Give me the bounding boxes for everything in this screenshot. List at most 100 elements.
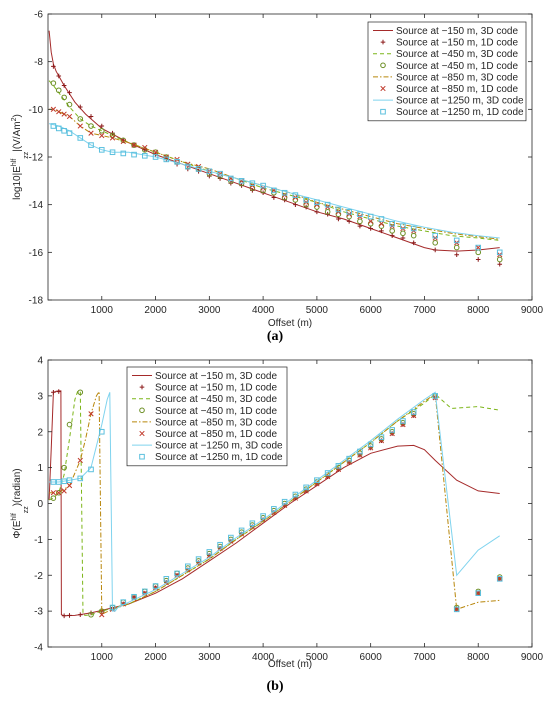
- legend-entry: Source at −1250 m, 1D code: [155, 452, 283, 463]
- data-point: [88, 611, 94, 618]
- data-point: [142, 153, 148, 159]
- y-tick-label: 4: [37, 356, 43, 367]
- data-point: [400, 418, 406, 424]
- data-point: [50, 123, 57, 129]
- data-point: [88, 130, 94, 136]
- data-point: [367, 441, 374, 448]
- y-axis-label-part: hlf: [11, 159, 18, 166]
- panel-label: (a): [267, 329, 284, 344]
- y-tick-label: -12: [29, 153, 44, 164]
- x-tick-label: 4000: [252, 305, 275, 316]
- data-point: [400, 230, 406, 237]
- data-point: [98, 428, 105, 435]
- data-point: [432, 393, 438, 399]
- data-point: [380, 39, 386, 45]
- data-point: [324, 201, 331, 208]
- data-point: [66, 477, 73, 483]
- data-point: [260, 513, 266, 519]
- data-point: [357, 211, 363, 217]
- data-point: [77, 612, 83, 618]
- data-point: [303, 197, 309, 203]
- data-point: [56, 73, 62, 79]
- data-point: [77, 475, 84, 482]
- data-point: [61, 613, 67, 619]
- data-point: [56, 490, 62, 496]
- x-tick-label: 6000: [360, 305, 383, 316]
- data-point: [174, 158, 180, 165]
- data-point: [432, 247, 438, 253]
- legend-entry: Source at −850 m, 3D code: [155, 417, 277, 428]
- y-axis-label-part: hlf: [11, 513, 18, 520]
- data-point: [56, 109, 62, 115]
- legend-entry: Source at −150 m, 3D code: [155, 371, 277, 382]
- data-point: [357, 223, 363, 229]
- data-point: [378, 221, 385, 227]
- data-point: [50, 479, 57, 485]
- data-point: [50, 490, 57, 496]
- data-point: [314, 209, 320, 215]
- legend-box: [367, 21, 527, 122]
- data-point: [195, 166, 202, 172]
- data-point: [77, 457, 83, 464]
- y-axis-label-part: )(radian): [12, 468, 23, 506]
- data-point: [142, 144, 148, 151]
- legend-entry: Source at −1250 m, 1D code: [396, 107, 524, 118]
- data-point: [314, 477, 320, 483]
- data-point: [497, 261, 503, 267]
- data-point: [496, 576, 503, 582]
- data-point: [475, 257, 481, 262]
- legend-box: [126, 366, 288, 467]
- data-point: [410, 409, 417, 415]
- data-point: [346, 219, 352, 224]
- data-point: [453, 244, 460, 251]
- data-point: [152, 583, 159, 589]
- data-point: [152, 149, 159, 155]
- data-point: [139, 453, 145, 460]
- legend-entry: Source at −450 m, 1D code: [396, 61, 518, 72]
- data-point: [61, 478, 67, 485]
- data-point: [368, 218, 374, 225]
- data-point: [55, 87, 62, 94]
- data-point: [400, 235, 406, 241]
- x-tick-label: 9000: [521, 652, 544, 663]
- data-point: [335, 206, 342, 213]
- data-point: [120, 150, 127, 157]
- y-axis-label: Φ(Ehlfzz)(radian): [11, 468, 30, 538]
- data-point: [380, 62, 386, 69]
- x-tick-label: 5000: [306, 305, 329, 316]
- data-point: [368, 226, 373, 231]
- x-tick-label: 7000: [413, 305, 436, 316]
- data-point: [496, 249, 503, 256]
- series-group: [48, 30, 503, 267]
- data-point: [77, 389, 84, 396]
- legend-entry: Source at −450 m, 3D code: [155, 394, 277, 405]
- data-point: [378, 434, 385, 440]
- y-tick-label: -1: [34, 535, 43, 546]
- data-point: [217, 170, 223, 177]
- data-point: [195, 556, 202, 562]
- data-point: [50, 495, 57, 501]
- data-point: [77, 116, 84, 122]
- legend-entry: Source at −450 m, 3D code: [396, 49, 518, 60]
- data-point: [206, 168, 213, 175]
- data-point: [163, 156, 170, 163]
- data-point: [56, 389, 62, 394]
- data-point: [61, 488, 67, 494]
- x-tick-label: 6000: [360, 652, 383, 663]
- data-point: [50, 80, 57, 86]
- x-axis-label: Offset (m): [268, 318, 312, 329]
- y-axis-label-part: log10|E: [12, 166, 23, 200]
- y-tick-label: -4: [34, 643, 43, 654]
- data-point: [389, 427, 395, 433]
- data-point: [66, 101, 73, 108]
- data-point: [271, 195, 277, 200]
- y-tick-label: -3: [34, 607, 43, 618]
- data-point: [51, 64, 56, 69]
- legend-entry: Source at −1250 m, 3D code: [155, 441, 283, 452]
- data-point: [357, 448, 363, 455]
- data-point: [55, 479, 62, 485]
- data-point: [66, 482, 73, 489]
- data-point: [51, 389, 56, 395]
